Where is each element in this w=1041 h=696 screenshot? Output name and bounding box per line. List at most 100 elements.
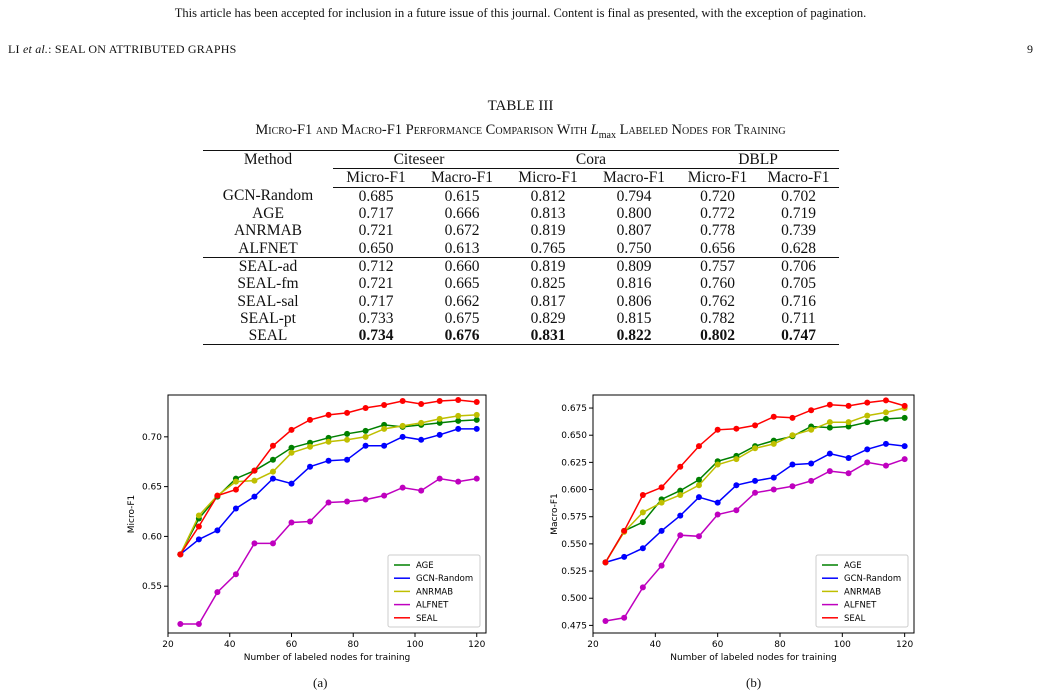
value-cell: 0.733 [358,309,394,327]
data-point-alfnet [455,478,462,485]
data-point-age [455,417,462,424]
y-axis-label: Micro-F1 [127,495,137,534]
data-point-anrmab [770,440,777,447]
value-cell: 0.665 [444,275,480,293]
value-cell: 0.685 [358,187,394,205]
data-point-seal [399,397,406,404]
metric-header: Macro-F1 [419,168,505,188]
method-cell: SEAL-fm [237,275,299,293]
method-cell: AGE [252,205,284,223]
data-point-anrmab [808,426,815,433]
data-point-anrmab [251,477,258,484]
y-axis-label: Macro-F1 [550,493,560,535]
data-point-anrmab [639,509,646,516]
value-cell: 0.762 [700,292,735,310]
dataset-header-citeseer: Citeseer [333,149,505,170]
method-cell: GCN-Random [222,187,314,205]
data-point-alfnet [344,498,351,505]
data-point-age [677,487,684,494]
legend-label: ALFNET [416,601,449,611]
data-point-alfnet [288,519,295,526]
y-tick-label: 0.600 [561,486,587,496]
data-point-gcn-random [714,499,721,506]
data-point-seal [232,486,239,493]
data-point-seal [752,422,759,429]
data-point-seal [695,443,702,450]
results-body: GCN-Random 0.685 0.615 0.812 0.794 0.720 0.702… [203,187,839,346]
x-tick-label: 100 [406,640,423,650]
y-tick-label: 0.625 [561,458,587,468]
subfigure-label-a: (a) [313,675,328,690]
data-point-age [901,414,908,421]
data-point-seal [381,401,388,408]
caption-post: Labeled Nodes for Training [615,122,786,138]
data-point-anrmab [473,411,480,418]
data-point-seal [864,399,871,406]
data-point-alfnet [901,456,908,463]
page-number: 9 [1027,42,1033,56]
data-point-alfnet [325,499,332,506]
x-axis-label: Number of labeled nodes for training [244,653,411,663]
data-point-seal [455,396,462,403]
data-point-alfnet [418,487,425,494]
data-point-gcn-random [882,440,889,447]
value-cell: 0.819 [505,256,591,276]
micro-f1-chart: 20 40 60 80 100 120 0.55 0.60 0.65 0.70 Number of … [127,394,487,663]
data-point-anrmab [733,456,740,463]
value-cell: 0.806 [616,292,652,310]
data-point-anrmab [455,412,462,419]
caption-var: L [590,122,599,138]
legend-label: ALFNET [844,601,877,611]
value-cell: 0.765 [530,239,566,257]
data-point-seal [269,442,276,449]
value-cell: 0.757 [677,256,758,276]
data-point-seal [826,401,833,408]
value-cell: 0.711 [781,309,816,327]
data-point-anrmab [864,412,871,419]
method-cell: ANRMAB [233,222,303,240]
data-point-anrmab [288,449,295,456]
running-head-author: LI [8,42,20,56]
data-point-age [639,519,646,526]
data-point-alfnet [639,584,646,591]
data-point-anrmab [845,419,852,426]
table-row: SEAL 0.734 0.676 0.831 0.822 0.802 0.747 [203,326,839,346]
data-point-gcn-random [770,474,777,481]
data-point-anrmab [752,445,759,452]
x-tick-label: 20 [587,640,599,650]
metric-header: Macro-F1 [591,168,677,188]
data-point-anrmab [381,425,388,432]
value-cell: 0.660 [419,256,505,276]
data-point-alfnet [269,540,276,547]
data-point-gcn-random [621,553,628,560]
data-point-gcn-random [639,545,646,552]
value-cell: 0.760 [700,275,735,293]
value-cell: 0.782 [700,309,735,327]
data-point-seal [602,559,609,566]
data-point-gcn-random [752,477,759,484]
table-caption: Micro-F1 and Macro-F1 Performance Compar… [0,122,1041,141]
metric-header: Micro-F1 [677,168,758,188]
y-tick-label: 0.65 [142,483,162,493]
x-tick-label: 100 [834,640,851,650]
data-point-seal [770,413,777,420]
legend-label: SEAL [416,614,438,624]
data-point-alfnet [399,484,406,491]
data-point-alfnet [695,533,702,540]
y-tick-label: 0.550 [561,540,587,550]
value-cell: 0.750 [616,239,652,257]
legend-box [387,554,481,628]
subfigure-label-b: (b) [746,675,762,690]
data-point-anrmab [418,419,425,426]
value-cell: 0.672 [444,222,480,240]
data-point-alfnet [752,489,759,496]
value-cell: 0.831 [505,326,591,346]
acceptance-notice: This article has been accepted for inclu… [174,6,867,20]
data-point-age [288,444,295,451]
value-cell: 0.817 [530,292,566,310]
data-point-gcn-random [677,512,684,519]
value-cell: 0.794 [616,187,652,205]
value-cell: 0.656 [700,239,735,257]
data-point-age [826,424,833,431]
data-point-alfnet [677,532,684,539]
